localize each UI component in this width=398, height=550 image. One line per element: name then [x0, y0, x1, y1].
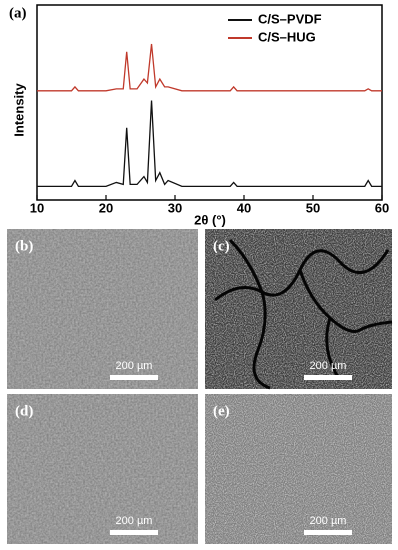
panel-label: (a) [9, 5, 27, 21]
x-tick-label: 40 [237, 200, 251, 215]
panel-label: (d) [15, 403, 33, 419]
scale-label: 200 µm [116, 360, 153, 372]
x-tick-label: 20 [99, 200, 113, 215]
scale-bar [304, 530, 352, 535]
x-tick-label: 50 [306, 200, 320, 215]
scale-bar [110, 375, 158, 380]
xrd-chart: (a) 2θ (°) Intensity 10 20 30 40 50 60 C/S–PVD… [9, 4, 389, 227]
scale-label: 200 µm [116, 515, 153, 527]
x-tick-label: 10 [30, 200, 44, 215]
scale-label: 200 µm [310, 360, 347, 372]
y-axis-label: Intensity [11, 83, 26, 137]
x-tick-label: 30 [168, 200, 182, 215]
sem-panels: (b) 200 µm (c) 200 µm (d) 200 µm (e) 200 µm [7, 229, 393, 544]
panel-label: (b) [15, 238, 33, 254]
scale-bar [304, 375, 352, 380]
crack [252, 291, 271, 390]
legend-label: C/S–PVDF [258, 11, 322, 26]
x-axis-label: 2θ (°) [194, 212, 226, 227]
sem-texture [7, 394, 198, 544]
scale-bar [110, 530, 158, 535]
panel-label: (e) [213, 403, 230, 419]
scale-label: 200 µm [310, 515, 347, 527]
crack [325, 317, 342, 381]
sem-texture [205, 394, 392, 544]
plot-frame [36, 4, 383, 201]
sem-texture [7, 229, 198, 389]
sem-texture [205, 229, 392, 389]
legend-label: C/S–HUG [258, 29, 316, 44]
panel-label: (c) [213, 238, 230, 254]
crack [228, 238, 264, 293]
series-line [37, 43, 382, 92]
series-line [37, 100, 382, 187]
crack [214, 249, 390, 302]
x-tick-label: 60 [375, 200, 389, 215]
crack [298, 269, 393, 333]
